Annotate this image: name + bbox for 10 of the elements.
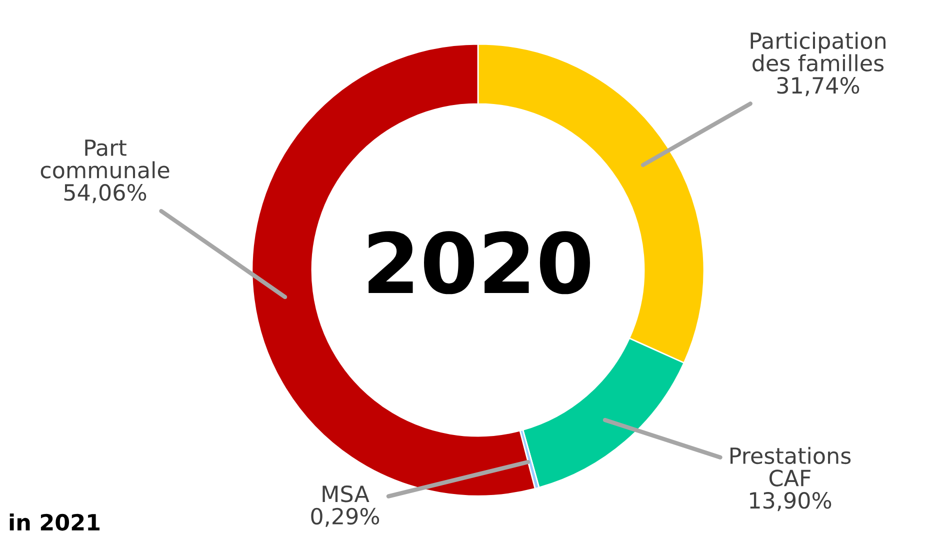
data-label: 0,29% xyxy=(311,508,380,527)
slice-label: Prestations CAF xyxy=(730,446,851,486)
slice-label: Part communale xyxy=(40,140,170,178)
text: 2020 xyxy=(368,231,590,294)
data-label: 31,74% xyxy=(777,76,860,96)
data-label: 13,90% xyxy=(750,492,832,512)
data-label: 54,06% xyxy=(64,184,146,204)
text: in 2021 xyxy=(10,513,100,531)
slice-label: MSA xyxy=(322,485,370,502)
slice-label: Participation des familles xyxy=(750,32,886,72)
